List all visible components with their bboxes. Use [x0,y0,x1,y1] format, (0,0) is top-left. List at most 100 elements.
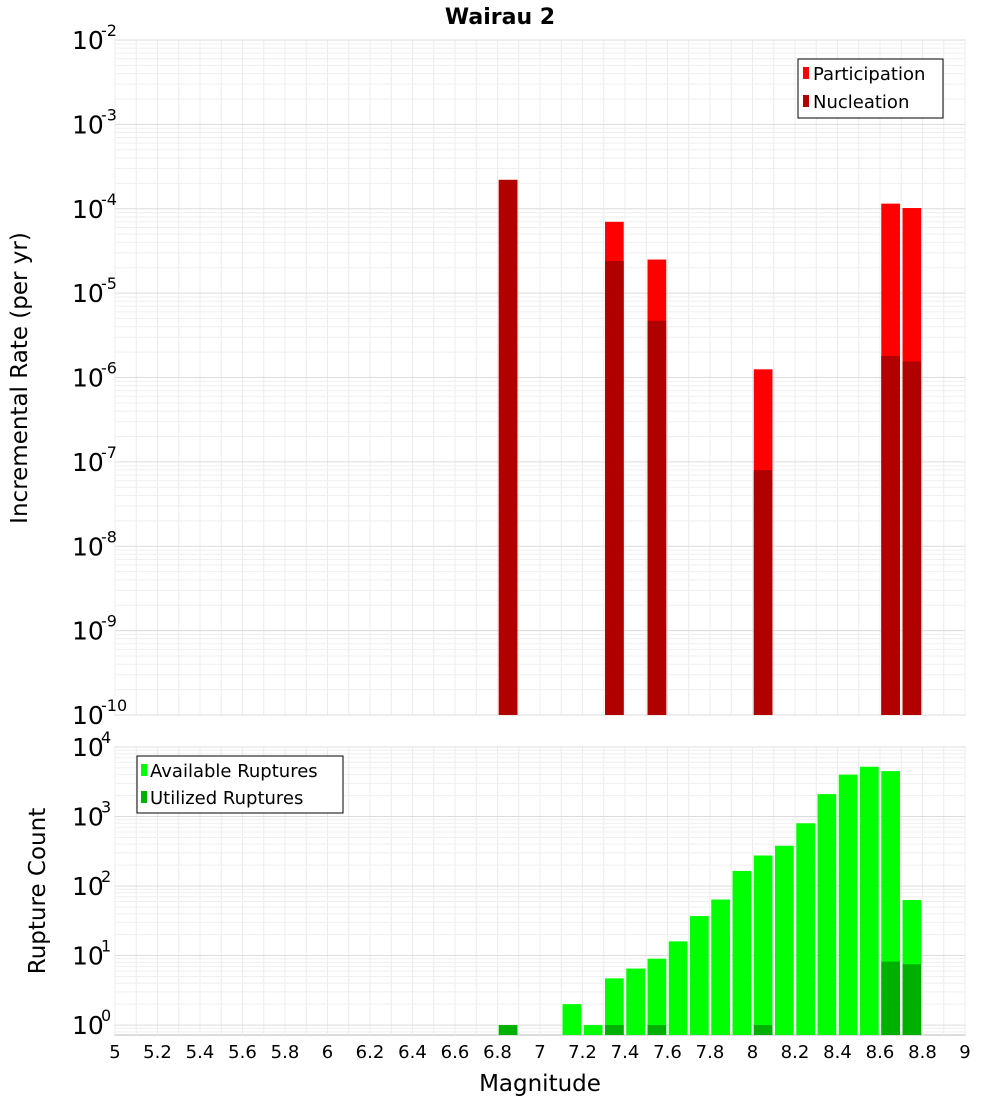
x-axis-ticks: 5 5.2 5.4 5.6 5.8 6 6.2 6.4 6.6 6.8 7 7.2 7.4 7.6 7.8 8… [109,1042,970,1063]
x-tick-label: 8.2 [781,1042,810,1063]
y-tick-label: 10 [72,942,104,971]
bar-utilized-ruptures [498,1025,518,1035]
legend-label-utilized: Utilized Ruptures [150,788,303,809]
x-tick-label: 5.2 [143,1042,172,1063]
y-tick-label: 10 [72,532,104,561]
bar-available-ruptures [647,958,667,1035]
y-tick-label: 10 [72,1011,104,1040]
legend-swatch-participation [803,67,809,79]
top-bars [498,179,922,716]
y-tick-label: 10 [72,110,104,139]
bar-nucleation [881,355,900,715]
x-tick-label: 6.2 [356,1042,385,1063]
y-tick-label: 10 [72,448,104,477]
y-tick-exponent: -9 [101,612,117,631]
bar-utilized-ruptures [881,961,900,1035]
bar-utilized-ruptures [902,964,922,1035]
y-tick-label: 10 [72,279,104,308]
bottom-bars [498,766,922,1035]
bottom-y-axis-label: Rupture Count [25,808,51,974]
bar-utilized-ruptures [605,1025,624,1035]
y-tick-exponent: -6 [101,359,117,378]
x-tick-label: 6.4 [398,1042,427,1063]
y-tick-label: 10 [72,872,104,901]
legend-swatch-available [141,764,147,776]
legend-swatch-utilized [141,791,147,803]
x-tick-label: 5 [109,1042,120,1063]
x-tick-label: 8.4 [823,1042,852,1063]
y-tick-label: 10 [72,364,104,393]
bar-available-ruptures [860,766,879,1035]
x-tick-label: 7.4 [611,1042,640,1063]
y-tick-label: 10 [72,617,104,646]
bar-available-ruptures [605,978,624,1035]
y-tick-label: 10 [72,701,104,730]
y-tick-exponent: -4 [101,190,117,209]
y-tick-exponent: -7 [101,443,117,462]
top-grid [114,39,966,716]
top-legend: Participation Nucleation [797,58,944,119]
bar-available-ruptures [583,1025,603,1035]
y-tick-exponent: 3 [101,798,111,817]
bar-nucleation [902,361,922,715]
bottom-legend-box [136,755,344,814]
bar-available-ruptures [562,1004,582,1035]
x-tick-label: 7.2 [568,1042,597,1063]
y-tick-label: 10 [72,195,104,224]
x-tick-label: 5.8 [271,1042,300,1063]
x-tick-label: 7 [534,1042,545,1063]
x-tick-label: 6.6 [441,1042,470,1063]
bar-nucleation [753,470,773,715]
bar-available-ruptures [838,774,858,1035]
bar-available-ruptures [711,899,730,1035]
y-tick-exponent: -10 [101,696,127,715]
x-tick-label: 5.4 [186,1042,215,1063]
y-tick-label: 10 [72,26,104,55]
bar-nucleation [605,261,624,715]
y-tick-exponent: 2 [101,867,111,886]
bar-available-ruptures [732,870,752,1035]
legend-label-participation: Participation [813,64,925,85]
y-tick-exponent: 0 [101,1006,111,1025]
x-tick-label: 8 [747,1042,758,1063]
y-tick-exponent: -5 [101,274,117,293]
legend-label-nucleation: Nucleation [813,92,909,113]
x-tick-label: 7.8 [696,1042,725,1063]
legend-label-available: Available Ruptures [150,761,318,782]
x-tick-label: 6.8 [483,1042,512,1063]
top-legend-box [797,58,944,119]
x-tick-label: 7.6 [653,1042,682,1063]
x-axis-label: Magnitude [479,1071,601,1097]
bar-available-ruptures [796,823,815,1035]
bar-available-ruptures [690,916,709,1035]
y-tick-exponent: 1 [101,937,111,956]
y-tick-exponent: -8 [101,527,117,546]
x-tick-label: 6 [322,1042,333,1063]
y-tick-label: 10 [72,733,104,762]
bar-available-ruptures [817,794,837,1035]
bar-nucleation [647,320,667,715]
bar-nucleation [498,179,518,715]
y-tick-label: 10 [72,803,104,832]
x-tick-label: 5.6 [228,1042,257,1063]
legend-swatch-nucleation [803,95,809,107]
chart-title: Wairau 2 [445,5,555,30]
bar-available-ruptures [668,941,688,1035]
x-tick-label: 8.8 [908,1042,937,1063]
bar-utilized-ruptures [647,1025,667,1035]
bottom-legend: Available Ruptures Utilized Ruptures [136,755,344,814]
bar-utilized-ruptures [753,1025,773,1035]
y-tick-exponent: 4 [101,728,111,747]
bar-available-ruptures [753,855,773,1035]
top-y-axis-label: Incremental Rate (per yr) [7,232,33,524]
y-tick-exponent: -2 [101,21,117,40]
x-tick-label: 8.6 [866,1042,895,1063]
bar-available-ruptures [775,845,794,1035]
bar-available-ruptures [626,968,645,1035]
x-tick-label: 9 [959,1042,970,1063]
